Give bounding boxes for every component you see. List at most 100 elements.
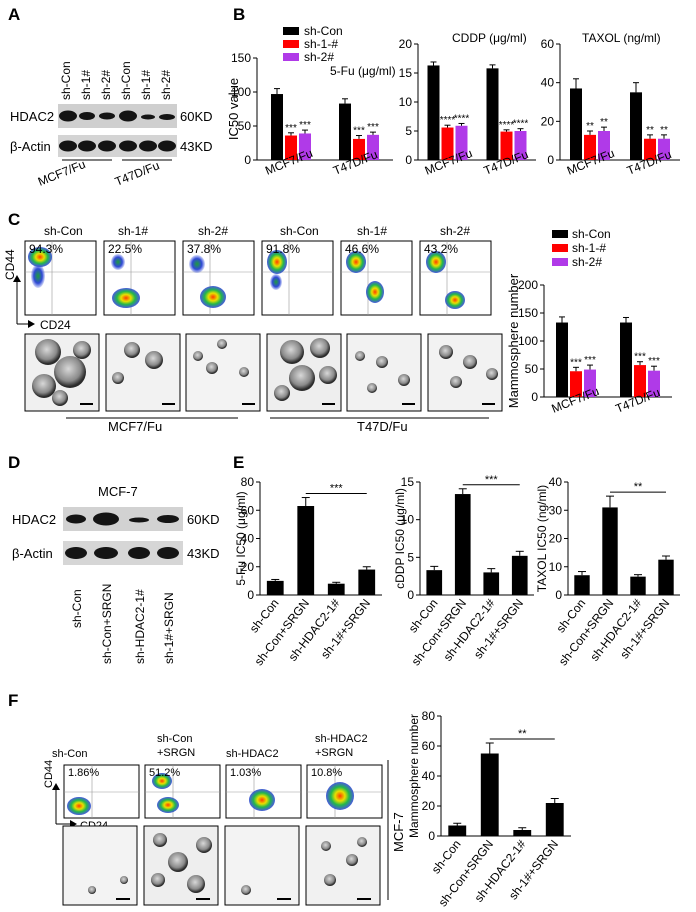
bar [480,753,499,836]
flow-percent: 51.2% [149,767,180,779]
y-tick-label: 0 [531,390,538,404]
bar [339,103,351,160]
panel-a-lane-labels: sh-Con sh-1# sh-2# sh-Con sh-1# sh-2# [59,61,173,100]
flow-title: sh-2# [440,224,470,238]
y-tick-label: 0 [547,153,554,167]
flow-title: sh-1# [357,224,387,238]
panel-c-flow: sh-Con sh-1# sh-2# sh-Con sh-1# sh-2# 94… [3,224,492,332]
bar [545,803,564,836]
y-tick-label: 60 [241,503,255,517]
legend-label: sh-2# [304,50,334,64]
significance-label: ** [586,121,594,132]
significance-label: ** [646,125,654,136]
bar [367,134,379,160]
bar [353,138,365,160]
blot-group-label: MCF7/Fu [36,157,88,189]
bar [454,494,471,595]
y-tick-label: 20 [241,560,255,574]
flow-title: sh-Con +SRGN [157,733,195,759]
lane-label: sh-Con [119,61,133,100]
y-tick-label: 60 [422,739,436,753]
bar [426,570,443,595]
y-tick-label: 100 [518,334,538,348]
bar [511,555,528,595]
flow-percent: 43.2% [424,242,458,256]
bar [658,138,670,160]
panel-letter-d: D [8,453,20,472]
blot-kd-label: 43KD [180,139,213,154]
y-tick-label: 80 [241,475,255,489]
blot-title: MCF-7 [98,484,138,499]
y-tick-label: 0 [405,153,412,167]
significance-label: *** [367,122,379,133]
y-axis-label: cDDP IC50 (μg/ml) [393,488,407,589]
panel-letter-a: A [8,5,20,24]
legend-label: sh-Con [572,227,611,241]
bar [598,131,610,160]
y-tick-label: 40 [541,76,555,90]
y-tick-label: 40 [549,475,563,489]
blot-kd-label: 43KD [187,546,220,561]
y-tick-label: 30 [549,503,563,517]
y-tick-label: 10 [401,513,415,527]
y-tick-label: 100 [231,85,251,99]
sphere-group-label: MCF7/Fu [108,419,162,434]
bar [648,370,660,397]
bar [448,825,467,836]
significance-label: *** [634,352,646,363]
blot-row-label: HDAC2 [12,512,56,527]
axis-label-cd44: CD44 [3,249,17,280]
blot-row-label: β-Actin [12,546,53,561]
flow-title: sh-Con [52,748,87,760]
blot-kd-label: 60KD [180,109,213,124]
blot-kd-label: 60KD [187,512,220,527]
bar [602,507,618,595]
flow-title: sh-Con [280,224,319,238]
significance-label: *** [330,483,344,495]
bar [500,131,513,160]
blot-group-label: T47D/Fu [113,158,162,188]
y-tick-label: 50 [525,362,539,376]
bar [285,135,297,160]
y-tick-label: 15 [399,66,413,80]
significance-label: ** [600,117,608,128]
significance-label: *** [584,355,596,366]
y-axis-label: TAXOL IC50 (ng/ml) [535,485,549,592]
y-axis-label: 5-Fu IC50 (μg/ml) [234,491,248,585]
significance-label: *** [353,126,365,137]
y-tick-label: 20 [399,37,413,51]
flow-percent: 94.3% [29,242,63,256]
bar [644,138,656,160]
significance-label: ** [518,728,527,740]
panel-b-legend: sh-Con sh-1-# sh-2# [283,24,343,64]
bar [299,133,311,160]
sphere-image [346,333,422,412]
bar [570,88,582,160]
y-tick-label: 0 [407,588,414,602]
lane-label: sh-Con [59,61,73,100]
y-axis-label: Mammosphere number [506,273,521,408]
bar [620,322,632,397]
bar [658,559,674,595]
bar [483,572,500,595]
panel-letter-c: C [8,210,20,229]
flow-title: sh-2# [198,224,228,238]
flow-percent: 1.86% [68,767,99,779]
lane-label: sh-2# [159,70,173,100]
blot-row-label: HDAC2 [10,109,54,124]
y-tick-label: 15 [401,475,415,489]
y-tick-label: 200 [518,278,538,292]
significance-label: *** [299,120,311,131]
legend-swatch-con [283,27,299,35]
significance-label: **** [513,119,529,130]
significance-label: **** [499,120,515,131]
bar [327,583,345,595]
bar [630,576,646,595]
panel-c-legend: sh-Con sh-1-# sh-2# [552,227,611,269]
y-tick-label: 150 [518,306,538,320]
